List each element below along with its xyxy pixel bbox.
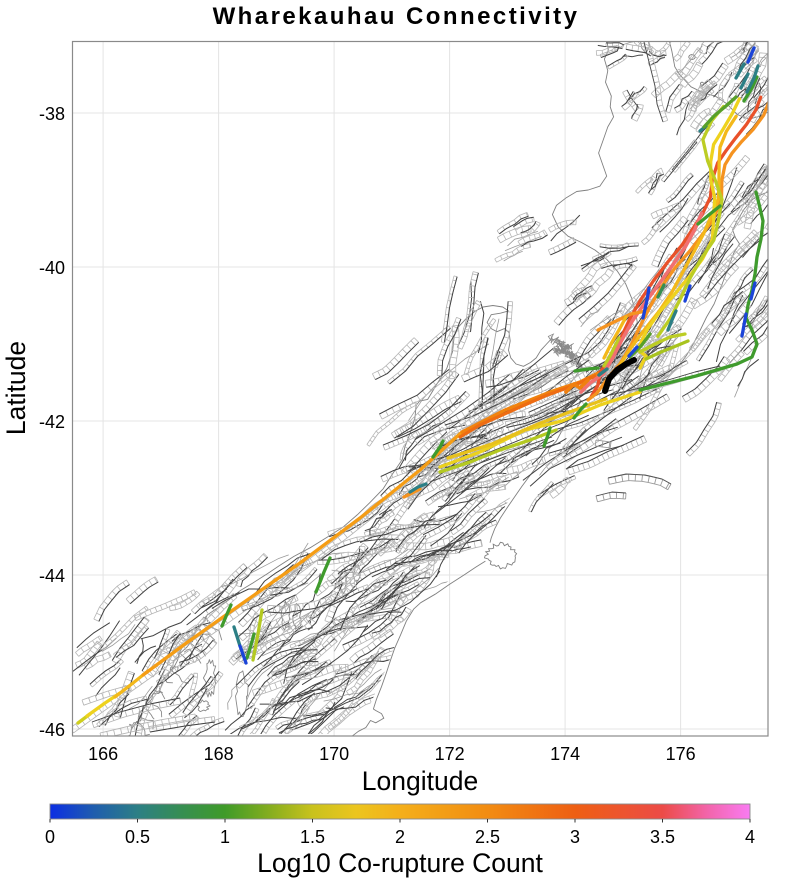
svg-text:-42: -42 — [39, 412, 65, 432]
svg-text:-40: -40 — [39, 258, 65, 278]
svg-text:Latitude: Latitude — [1, 341, 31, 435]
svg-text:2: 2 — [395, 827, 405, 847]
svg-text:0.5: 0.5 — [125, 827, 150, 847]
svg-text:172: 172 — [435, 744, 465, 764]
svg-text:-38: -38 — [39, 104, 65, 124]
svg-text:Wharekauhau Connectivity: Wharekauhau Connectivity — [213, 3, 580, 30]
svg-text:170: 170 — [319, 744, 349, 764]
svg-text:166: 166 — [88, 744, 118, 764]
svg-text:0: 0 — [45, 827, 55, 847]
svg-text:2.5: 2.5 — [475, 827, 500, 847]
svg-text:176: 176 — [666, 744, 696, 764]
svg-text:1.5: 1.5 — [300, 827, 325, 847]
svg-text:Longitude: Longitude — [362, 766, 478, 796]
svg-text:3.5: 3.5 — [650, 827, 675, 847]
svg-text:-46: -46 — [39, 720, 65, 740]
svg-text:-44: -44 — [39, 566, 65, 586]
svg-text:168: 168 — [204, 744, 234, 764]
svg-text:4: 4 — [745, 827, 755, 847]
svg-text:1: 1 — [220, 827, 230, 847]
svg-text:3: 3 — [570, 827, 580, 847]
svg-text:174: 174 — [550, 744, 580, 764]
svg-text:Log10 Co-rupture Count: Log10 Co-rupture Count — [257, 848, 543, 878]
